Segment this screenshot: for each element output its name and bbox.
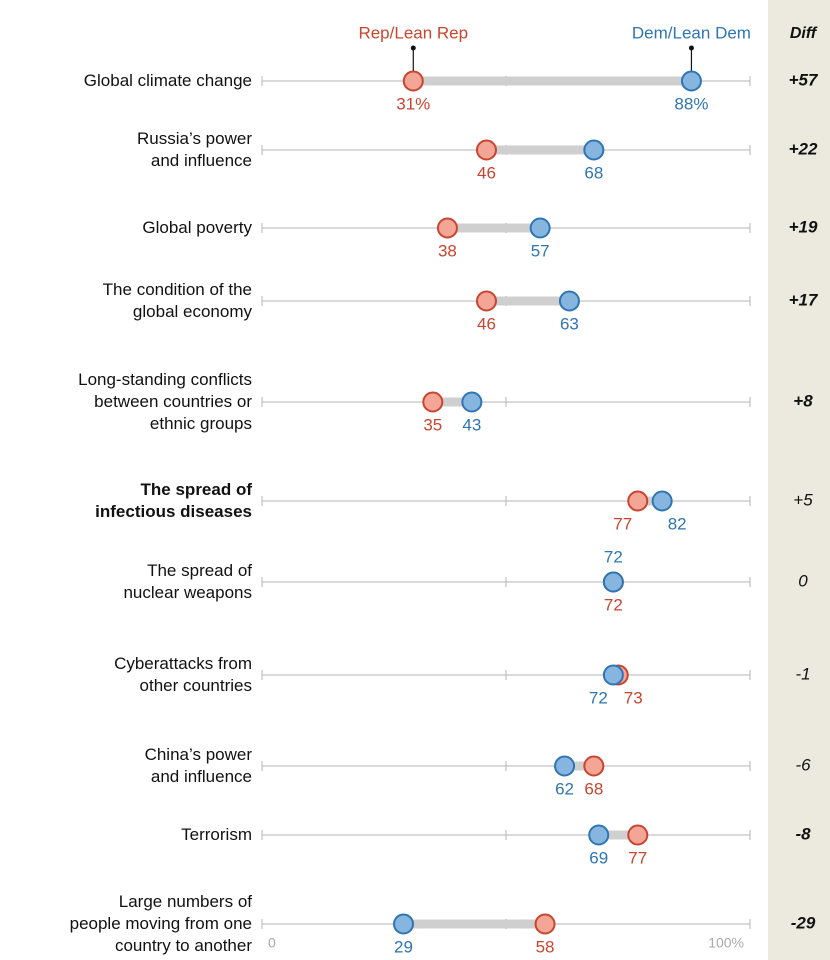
data-label: 43 (462, 415, 481, 434)
dot (461, 391, 483, 413)
diff-header: Diff (790, 25, 818, 42)
data-label: 88% (674, 94, 708, 113)
x-tick-label: 0 (268, 935, 276, 951)
data-label: 29 (394, 937, 413, 956)
dot (627, 490, 649, 512)
dot (534, 913, 556, 935)
data-label: 77 (628, 848, 647, 867)
dot (602, 664, 624, 686)
dot (554, 755, 576, 777)
category-label: The condition of the global economy (102, 280, 252, 321)
dot (583, 755, 605, 777)
category-label: Russia’s power and influence (137, 129, 252, 170)
dot (651, 490, 673, 512)
dot (436, 217, 458, 239)
diff-label: +22 (789, 139, 818, 158)
diff-label: +5 (793, 490, 813, 509)
data-label: 46 (477, 163, 496, 182)
data-label: 68 (584, 163, 603, 182)
diff-label: -1 (795, 664, 810, 683)
diff-label: -29 (791, 913, 816, 932)
data-label: 68 (584, 779, 603, 798)
category-label: The spread of nuclear weapons (123, 561, 252, 602)
category-label: Large numbers of people moving from one … (69, 892, 252, 955)
category-label: The spread of infectious diseases (95, 480, 252, 521)
data-label: 72 (589, 688, 608, 707)
data-label: 63 (560, 314, 579, 333)
category-label: Cyberattacks from other countries (114, 654, 252, 695)
dot (588, 824, 610, 846)
dot (475, 139, 497, 161)
data-label: 77 (613, 514, 632, 533)
dot (680, 70, 702, 92)
x-tick-label: 100% (708, 935, 744, 951)
data-label: 73 (624, 688, 643, 707)
data-label: 31% (396, 94, 430, 113)
category-label: Global climate change (83, 71, 252, 90)
data-label: 46 (477, 314, 496, 333)
data-label: 38 (438, 241, 457, 260)
category-label: China’s power and influence (144, 745, 252, 786)
legend-label: Rep/Lean Rep (358, 23, 468, 42)
data-label: 72 (604, 547, 623, 566)
legend-pointer-dot (688, 45, 694, 51)
diff-label: +8 (793, 391, 813, 410)
dot (402, 70, 424, 92)
legend-pointer-dot (410, 45, 416, 51)
dot (627, 824, 649, 846)
legend-label: Dem/Lean Dem (632, 23, 751, 42)
data-label: 69 (589, 848, 608, 867)
diff-label: +19 (789, 217, 818, 236)
data-label: 62 (555, 779, 574, 798)
category-label: Terrorism (181, 825, 252, 844)
diff-label: -6 (795, 755, 811, 774)
category-label: Long-standing conflicts between countrie… (78, 370, 252, 433)
diff-column (768, 0, 830, 960)
data-label: 35 (423, 415, 442, 434)
diff-label: +57 (789, 70, 819, 89)
diff-label: -8 (795, 824, 811, 843)
dot (475, 290, 497, 312)
diff-label: +17 (789, 290, 819, 309)
data-label: 57 (531, 241, 550, 260)
dot (583, 139, 605, 161)
data-label: 72 (604, 595, 623, 614)
dot (422, 391, 444, 413)
dot (602, 571, 624, 593)
data-label: 82 (668, 514, 687, 533)
dot (529, 217, 551, 239)
dot (558, 290, 580, 312)
category-label: Global poverty (142, 218, 252, 237)
diff-label: 0 (798, 571, 808, 590)
dot (393, 913, 415, 935)
data-label: 58 (536, 937, 555, 956)
